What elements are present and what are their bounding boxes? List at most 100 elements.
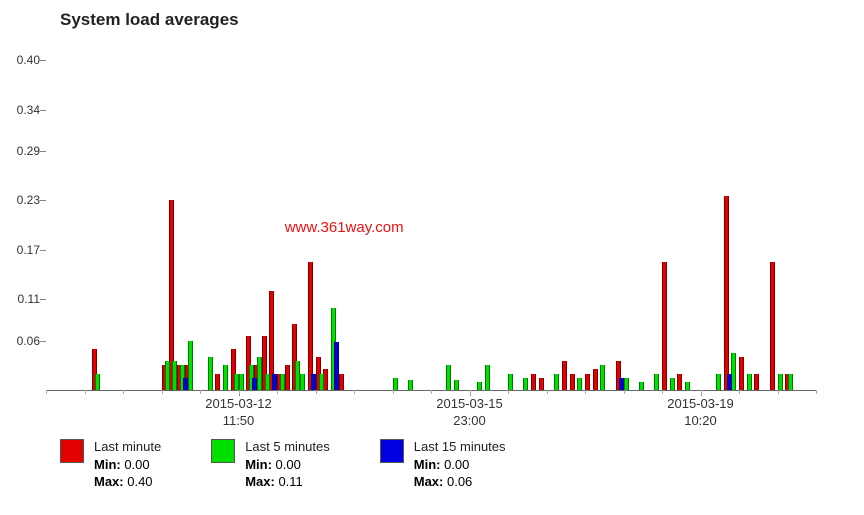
y-tick-mark xyxy=(40,250,46,251)
bar xyxy=(754,374,759,391)
bar xyxy=(208,357,213,390)
bar xyxy=(188,341,193,391)
x-minor-tick xyxy=(431,390,432,394)
y-tick-label: 0.11 xyxy=(18,292,40,306)
bar xyxy=(685,382,690,390)
bar xyxy=(531,374,536,391)
bar xyxy=(677,374,682,391)
y-tick-label: 0.40 xyxy=(17,53,40,67)
bar xyxy=(593,369,598,390)
bar xyxy=(508,374,513,391)
legend-label: Last 15 minutes xyxy=(414,438,506,456)
x-minor-tick xyxy=(85,390,86,394)
bar xyxy=(308,262,313,390)
bar xyxy=(339,374,344,391)
x-minor-tick xyxy=(470,390,471,394)
legend-min: Min: 0.00 xyxy=(94,456,161,474)
bar xyxy=(334,342,339,390)
x-tick-label: 2015-03-1910:20 xyxy=(667,396,734,430)
bar xyxy=(624,378,629,390)
bar xyxy=(770,262,775,390)
legend-text: Last 15 minutesMin: 0.00Max: 0.06 xyxy=(414,438,506,491)
x-minor-tick xyxy=(739,390,740,394)
y-tick-label: 0.34 xyxy=(17,103,40,117)
bar xyxy=(165,361,170,390)
x-minor-tick xyxy=(239,390,240,394)
bar xyxy=(523,378,528,390)
bar xyxy=(739,357,744,390)
bar xyxy=(446,365,451,390)
bar xyxy=(285,365,290,390)
bar xyxy=(223,365,228,390)
bar xyxy=(265,374,270,391)
x-minor-tick xyxy=(816,390,817,394)
legend-min: Min: 0.00 xyxy=(245,456,330,474)
bar xyxy=(585,374,590,391)
x-minor-tick xyxy=(162,390,163,394)
x-minor-tick xyxy=(393,390,394,394)
bar xyxy=(257,357,262,390)
bar xyxy=(539,378,544,390)
x-minor-tick xyxy=(277,390,278,394)
x-minor-tick xyxy=(778,390,779,394)
watermark-text: www.361way.com xyxy=(285,219,404,236)
x-minor-tick xyxy=(662,390,663,394)
bar xyxy=(485,365,490,390)
bar xyxy=(319,374,324,391)
bar xyxy=(252,378,257,390)
bar xyxy=(477,382,482,390)
x-minor-tick xyxy=(508,390,509,394)
legend-label: Last 5 minutes xyxy=(245,438,330,456)
legend-text: Last 5 minutesMin: 0.00Max: 0.11 xyxy=(245,438,330,491)
bar xyxy=(727,374,732,391)
x-minor-tick xyxy=(316,390,317,394)
bar xyxy=(95,374,100,391)
chart-title: System load averages xyxy=(0,0,864,30)
bar xyxy=(239,374,244,391)
x-minor-tick xyxy=(624,390,625,394)
bar xyxy=(778,374,783,391)
bar xyxy=(670,378,675,390)
bar xyxy=(454,380,459,390)
legend-text: Last minuteMin: 0.00Max: 0.40 xyxy=(94,438,161,491)
x-tick-label: 2015-03-1523:00 xyxy=(436,396,503,430)
y-tick-mark xyxy=(40,200,46,201)
bar xyxy=(600,365,605,390)
legend: Last minuteMin: 0.00Max: 0.40 Last 5 minu… xyxy=(60,438,506,491)
y-tick-label: 0.17 xyxy=(17,243,40,257)
bar xyxy=(570,374,575,391)
bar xyxy=(554,374,559,391)
legend-label: Last minute xyxy=(94,438,161,456)
bar xyxy=(577,378,582,390)
legend-item: Last 5 minutesMin: 0.00Max: 0.11 xyxy=(211,438,330,491)
x-minor-tick xyxy=(585,390,586,394)
bar xyxy=(654,374,659,391)
bar xyxy=(300,374,305,391)
bar xyxy=(272,374,277,391)
y-axis: 0.060.110.170.230.290.340.40 xyxy=(0,60,40,390)
x-minor-tick xyxy=(123,390,124,394)
bar xyxy=(731,353,736,390)
y-tick-label: 0.29 xyxy=(17,144,40,158)
x-minor-tick xyxy=(354,390,355,394)
legend-max: Max: 0.11 xyxy=(245,473,330,491)
bar xyxy=(724,196,729,390)
bar xyxy=(747,374,752,391)
legend-swatch xyxy=(211,439,235,463)
legend-item: Last 15 minutesMin: 0.00Max: 0.06 xyxy=(380,438,506,491)
bar xyxy=(562,361,567,390)
bar xyxy=(323,369,328,390)
x-minor-tick xyxy=(200,390,201,394)
x-minor-tick xyxy=(547,390,548,394)
bar xyxy=(662,262,667,390)
plot-area: www.361way.com xyxy=(46,60,816,391)
legend-item: Last minuteMin: 0.00Max: 0.40 xyxy=(60,438,161,491)
bar xyxy=(716,374,721,391)
bar xyxy=(408,380,413,390)
x-minor-tick xyxy=(46,390,47,394)
bar xyxy=(280,374,285,391)
bar xyxy=(215,374,220,391)
bar xyxy=(619,378,624,390)
y-tick-label: 0.06 xyxy=(17,334,40,348)
x-tick-label: 2015-03-1211:50 xyxy=(205,396,272,430)
